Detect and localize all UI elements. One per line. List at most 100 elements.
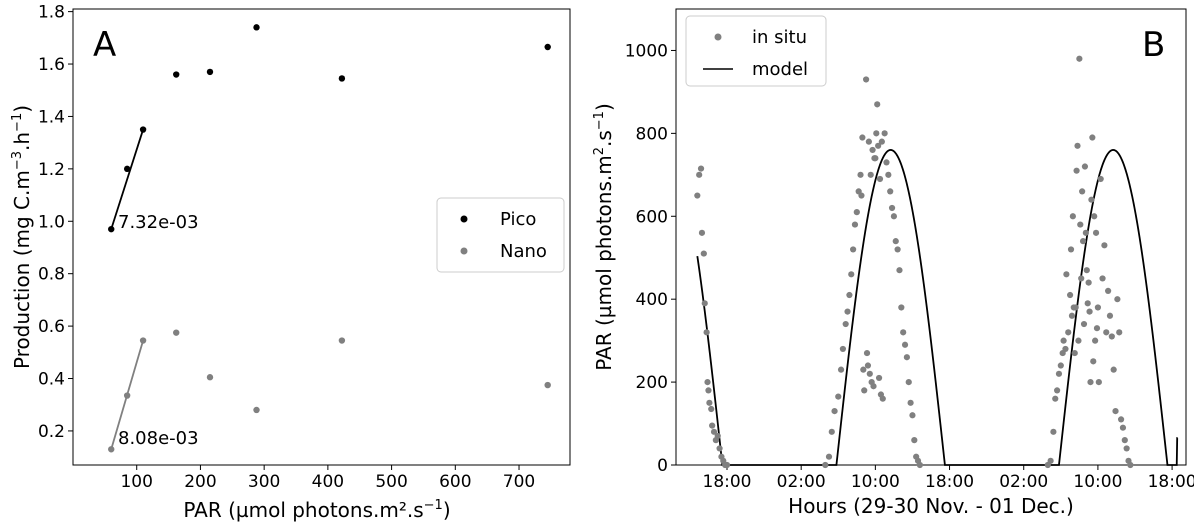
in-situ-point	[1106, 312, 1114, 319]
panel-b-frame	[675, 8, 1187, 466]
nano-point	[206, 374, 214, 381]
in-situ-point	[1069, 213, 1076, 220]
legend-nano-marker	[460, 247, 468, 255]
panel-b-y-axis-title: PAR (µmol photons.m2.s−1)	[592, 103, 616, 371]
panel-a-y-tick-label: 0.4	[38, 370, 65, 390]
in-situ-point	[1084, 300, 1091, 307]
in-situ-point	[1117, 416, 1125, 423]
panel-b-x-tick-label: 18:00	[925, 472, 974, 492]
in-situ-point	[1055, 370, 1063, 377]
in-situ-point	[710, 428, 718, 435]
in-situ-point	[873, 130, 880, 137]
in-situ-point	[851, 221, 859, 228]
panel-a-y-title-mid: .h	[10, 132, 34, 151]
panel-b-letter: B	[1142, 25, 1165, 65]
panel-b-y-title-mid: .s	[592, 130, 616, 147]
panel-a-y-axis-title: Production (mg C.m−3.h−1)	[10, 105, 34, 369]
legend-in-situ-marker	[714, 33, 722, 41]
panel-a-y-tick-label: 1.0	[38, 212, 65, 232]
pico-point	[123, 165, 131, 173]
in-situ-point	[716, 445, 723, 452]
in-situ-point	[1075, 337, 1082, 344]
panel-a-x-tick-label: 700	[503, 472, 535, 492]
nano-point	[544, 381, 551, 389]
in-situ-point	[1060, 337, 1067, 344]
in-situ-point	[844, 308, 851, 315]
legend-pico-marker	[460, 215, 468, 223]
in-situ-point	[901, 341, 909, 348]
in-situ-point	[846, 291, 853, 299]
panel-a-y-tick-label: 1.2	[38, 160, 65, 180]
in-situ-point	[1047, 457, 1054, 464]
panel-b-marks	[694, 55, 1179, 469]
panel-a-x-tick-label: 200	[184, 472, 216, 492]
pico-slope-label: 7.32e-03	[118, 212, 199, 233]
panel-b-legend: in situ model	[685, 15, 827, 87]
panel-b-y-tick-label: 1000	[625, 41, 668, 61]
in-situ-point	[696, 171, 703, 178]
panel-a-y-ticks: 0.2 0.4 0.6 0.8 1.0 1.2 1.4 1.6 1.8	[38, 3, 73, 442]
in-situ-point	[896, 267, 903, 274]
panel-a-x-axis-title: PAR (µmol photons.m².s−1)	[183, 498, 450, 522]
in-situ-point	[876, 175, 884, 183]
in-situ-point	[1072, 304, 1079, 311]
in-situ-point	[1077, 221, 1084, 228]
in-situ-point	[866, 370, 873, 377]
in-situ-point	[1052, 395, 1059, 402]
nano-point	[253, 406, 260, 414]
panel-b-y-title-main: PAR (µmol photons.m	[592, 155, 616, 371]
in-situ-point	[1085, 279, 1092, 286]
panel-b-y-tick-label: 400	[636, 290, 668, 310]
in-situ-point	[874, 101, 881, 108]
panel-a: 100 200 300 400 500 600 700 0.2 0.4 0.6 0.8 1.0 1.2…	[10, 3, 571, 522]
in-situ-point	[848, 271, 855, 278]
panel-b-y-tick-label: 0	[657, 456, 668, 476]
nano-point	[139, 337, 147, 344]
in-situ-point	[835, 393, 842, 400]
in-situ-point	[1081, 163, 1089, 170]
panel-a-x-tick-label: 500	[375, 472, 407, 492]
in-situ-point	[708, 405, 715, 413]
in-situ-point	[1094, 304, 1102, 311]
panel-a-x-tick-label: 100	[120, 472, 152, 492]
panel-a-x-tick-label: 600	[439, 472, 471, 492]
pico-point	[173, 71, 180, 78]
in-situ-point	[1114, 296, 1121, 303]
in-situ-point	[1080, 320, 1088, 328]
in-situ-point	[900, 329, 907, 336]
in-situ-point	[916, 461, 923, 469]
panel-b-y-title-exp2: −1	[592, 111, 607, 130]
panel-a-y-title-main: Production (mg C.m	[10, 170, 34, 369]
panel-b-x-tick-label: 02:00	[999, 472, 1048, 492]
in-situ-point	[905, 378, 912, 386]
in-situ-point	[888, 204, 896, 212]
in-situ-point	[890, 213, 898, 220]
in-situ-point	[700, 250, 707, 257]
in-situ-point	[837, 366, 845, 373]
panel-a-x-tick-label: 300	[248, 472, 280, 492]
in-situ-point	[862, 76, 870, 83]
in-situ-point	[894, 246, 901, 253]
panel-a-letter: A	[93, 25, 116, 65]
in-situ-point	[1127, 461, 1134, 469]
in-situ-point	[1057, 362, 1064, 369]
panel-b-x-tick-label: 10:00	[851, 472, 900, 492]
in-situ-point	[1054, 387, 1061, 394]
in-situ-point	[865, 138, 872, 145]
in-situ-point	[709, 422, 716, 429]
legend-in-situ-label: in situ	[752, 27, 807, 48]
nano-point	[108, 446, 115, 453]
pico-point	[253, 24, 260, 31]
in-situ-point	[822, 461, 829, 469]
panel-a-y-title-exp2: −1	[10, 113, 25, 132]
in-situ-point	[860, 366, 867, 373]
in-situ-point	[1062, 345, 1069, 353]
in-situ-point	[697, 165, 705, 172]
in-situ-point	[1123, 445, 1130, 452]
legend-model-label: model	[752, 59, 808, 80]
in-situ-point	[1079, 238, 1087, 245]
in-situ-point	[1087, 378, 1094, 386]
in-situ-point	[875, 142, 882, 149]
legend-pico-label: Pico	[500, 209, 536, 230]
